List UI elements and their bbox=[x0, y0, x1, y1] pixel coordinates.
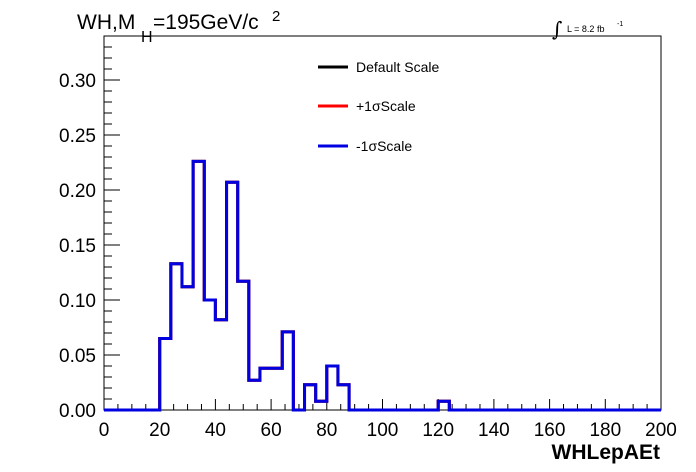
y-tick-label: 0.10 bbox=[59, 291, 96, 312]
x-tick-label: 140 bbox=[478, 420, 510, 441]
y-tick-label: 0.25 bbox=[59, 126, 96, 147]
integral-sign: ∫ bbox=[552, 17, 562, 41]
histogram-bin bbox=[160, 339, 171, 411]
x-tick-label: 80 bbox=[316, 420, 337, 441]
lumi-text: L = 8.2 fb bbox=[567, 24, 604, 34]
histogram-bin bbox=[204, 300, 215, 410]
y-tick-label: 0.30 bbox=[59, 71, 96, 92]
histogram-bin bbox=[193, 161, 204, 410]
histogram-bin bbox=[171, 264, 182, 410]
title-rest: =195GeV/c bbox=[153, 11, 259, 34]
series-line bbox=[104, 159, 661, 412]
legend-label-plus: +1σScale bbox=[356, 98, 416, 114]
histogram-bin bbox=[249, 380, 260, 410]
histogram-series bbox=[104, 159, 661, 412]
histogram-bin bbox=[282, 332, 293, 410]
axes: 0 20 40 60 80 100 120 140 160 180 200 0.00 0.05 0.10 0… bbox=[59, 35, 677, 441]
y-tick-label: 0.15 bbox=[59, 236, 96, 257]
histogram-bin bbox=[305, 385, 316, 410]
lumi-superscript: -1 bbox=[617, 21, 623, 28]
y-tick-label: 0.05 bbox=[59, 346, 96, 367]
histogram-bin bbox=[215, 320, 226, 410]
legend: Default Scale +1σScale -1σScale bbox=[318, 59, 439, 154]
title-superscript: 2 bbox=[272, 8, 280, 25]
histogram-bin bbox=[316, 401, 327, 410]
legend-label-minus: -1σScale bbox=[356, 138, 412, 154]
title-subscript: H bbox=[141, 29, 153, 46]
histogram-bin bbox=[271, 368, 282, 410]
histogram-bin bbox=[338, 385, 349, 410]
x-tick-label: 160 bbox=[534, 420, 566, 441]
title-main: WH,M bbox=[77, 11, 135, 34]
x-tick-label: 100 bbox=[367, 420, 399, 441]
x-tick-label: 200 bbox=[645, 420, 677, 441]
x-tick-label: 60 bbox=[261, 420, 282, 441]
x-tick-label: 180 bbox=[589, 420, 621, 441]
x-tick-label: 120 bbox=[422, 420, 454, 441]
x-tick-label: 40 bbox=[205, 420, 226, 441]
series-3 bbox=[104, 159, 661, 412]
y-tick-label: 0.00 bbox=[59, 401, 96, 422]
histogram-bin bbox=[438, 401, 449, 410]
histogram-bin bbox=[182, 287, 193, 410]
y-tick-label: 0.20 bbox=[59, 181, 96, 202]
x-axis-label: WHLepAEt bbox=[552, 441, 661, 464]
x-tick-label: 20 bbox=[149, 420, 170, 441]
chart-title: WH,M H =195GeV/c 2 bbox=[77, 8, 280, 46]
histogram-bin bbox=[260, 368, 271, 410]
lumi-annotation: ∫ L = 8.2 fb -1 bbox=[552, 17, 623, 41]
histogram-bin bbox=[327, 366, 338, 410]
legend-label-default: Default Scale bbox=[356, 59, 439, 75]
histogram-bin bbox=[238, 281, 249, 410]
x-tick-label: 0 bbox=[99, 420, 110, 441]
histogram-bin bbox=[227, 182, 238, 410]
